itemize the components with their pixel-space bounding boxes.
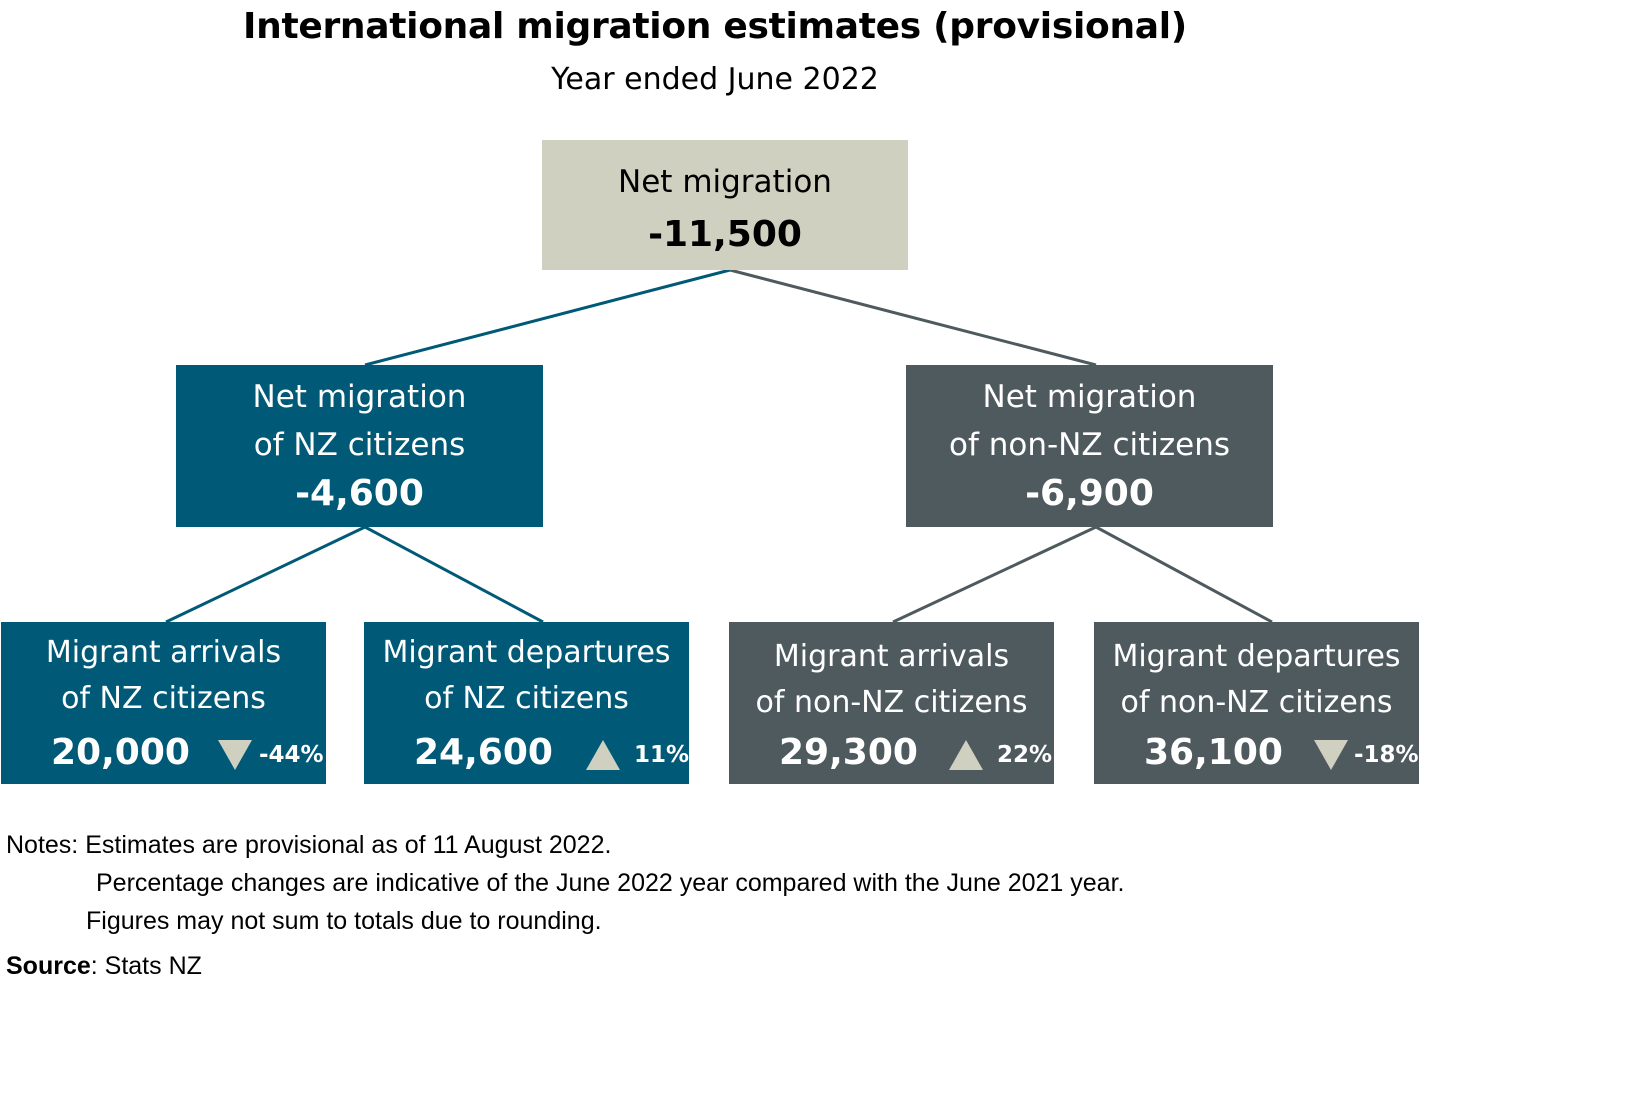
non-nz-departures-box: Migrant departures of non-NZ citizens 36… [1094,622,1419,784]
chart-subtitle: Year ended June 2022 [551,62,879,97]
non-nz-net-migration-label-line1: Net migration [982,379,1197,415]
nz-departures-label-line1: Migrant departures [382,635,671,670]
non-nz-arrivals-value: 29,300 [779,732,918,773]
connector-non-nz-to-departures [1095,525,1273,624]
non-nz-net-migration-value: -6,900 [1025,473,1154,514]
connector-root-to-non-nz [729,268,1097,367]
non-nz-arrivals-label-line2: of non-NZ citizens [755,685,1028,720]
nz-departures-label: Migrant departures of NZ citizens [364,630,689,722]
non-nz-departures-label-line2: of non-NZ citizens [1120,685,1393,720]
non-nz-departures-label-line1: Migrant departures [1112,639,1401,674]
nz-departures-change: 11% [634,742,690,768]
nz-arrivals-change: -44% [259,742,324,768]
non-nz-arrivals-change: 22% [997,742,1053,768]
nz-departures-label-line2: of NZ citizens [424,681,629,716]
nz-net-migration-box: Net migration of NZ citizens -4,600 [176,365,543,527]
down-triangle-icon [218,740,252,770]
connector-nz-to-arrivals [165,525,366,624]
non-nz-net-migration-label-line2: of non-NZ citizens [948,427,1231,463]
source: Source: Stats NZ [6,952,202,981]
nz-arrivals-label-line2: of NZ citizens [61,681,266,716]
non-nz-departures-value: 36,100 [1144,732,1283,773]
net-migration-value: -11,500 [648,214,802,255]
notes-line1: Notes: Estimates are provisional as of 1… [6,831,612,859]
connector-non-nz-to-arrivals [892,525,1097,624]
notes-line2: Percentage changes are indicative of the… [96,869,1125,897]
connector-root-to-nz [364,268,731,367]
up-triangle-icon [949,740,983,770]
non-nz-departures-change: -18% [1354,742,1419,768]
up-triangle-icon [586,740,620,770]
connector-nz-to-departures [364,525,544,624]
nz-arrivals-value: 20,000 [51,732,190,773]
chart-title: International migration estimates (provi… [243,6,1187,47]
non-nz-arrivals-label-line1: Migrant arrivals [773,639,1010,674]
down-triangle-icon [1314,740,1348,770]
non-nz-departures-label: Migrant departures of non-NZ citizens [1094,634,1419,726]
nz-net-migration-label-line1: Net migration [252,379,467,415]
source-text: : Stats NZ [90,952,202,980]
nz-arrivals-label: Migrant arrivals of NZ citizens [1,630,326,722]
nz-arrivals-box: Migrant arrivals of NZ citizens 20,000 -… [1,622,326,784]
source-label: Source [6,952,91,980]
nz-net-migration-label-line2: of NZ citizens [253,427,466,463]
net-migration-box: Net migration -11,500 [542,140,908,270]
nz-departures-value: 24,600 [414,732,553,773]
non-nz-net-migration-box: Net migration of non-NZ citizens -6,900 [906,365,1273,527]
nz-departures-box: Migrant departures of NZ citizens 24,600… [364,622,689,784]
non-nz-net-migration-label: Net migration of non-NZ citizens [906,373,1273,469]
non-nz-arrivals-label: Migrant arrivals of non-NZ citizens [729,634,1054,726]
nz-net-migration-value: -4,600 [295,473,424,514]
non-nz-arrivals-box: Migrant arrivals of non-NZ citizens 29,3… [729,622,1054,784]
net-migration-label: Net migration [618,164,832,200]
nz-arrivals-label-line1: Migrant arrivals [45,635,282,670]
notes: Notes: Estimates are provisional as of 1… [6,826,1124,940]
nz-net-migration-label: Net migration of NZ citizens [176,373,543,469]
notes-line3: Figures may not sum to totals due to rou… [86,907,602,935]
